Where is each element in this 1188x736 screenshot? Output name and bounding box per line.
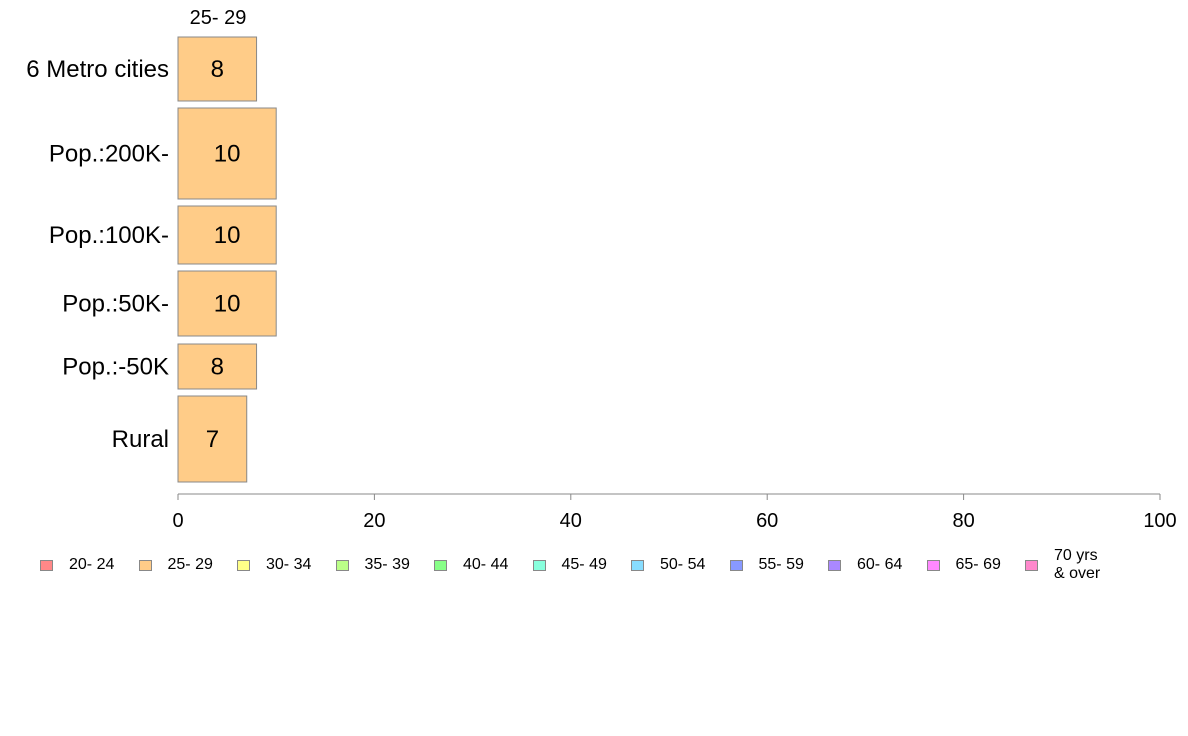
- bar-chart: 25- 29 6 Metro cities 8 Pop.:200K- 10 Pop.:1…: [26, 7, 1176, 532]
- data-label: 10: [214, 141, 241, 168]
- data-label: 10: [214, 291, 241, 318]
- legend-label: 65- 69: [955, 556, 1001, 573]
- bar: [177, 395, 248, 483]
- legend-swatch: [237, 559, 250, 571]
- legend-swatch: [138, 559, 152, 571]
- data-label: 10: [214, 222, 241, 249]
- legend-label: 35- 39: [364, 556, 410, 573]
- legend-swatch: [434, 559, 447, 571]
- x-tick-label: 0: [172, 510, 183, 532]
- legend-label: 20- 24: [69, 556, 115, 573]
- legend-label: 45- 49: [561, 556, 607, 573]
- legend-label: 40- 44: [463, 556, 509, 573]
- data-label: 7: [206, 426, 219, 453]
- category-label: Pop.:-50K: [62, 354, 169, 381]
- legend-label: 50- 54: [660, 556, 706, 573]
- bar: [177, 343, 258, 390]
- bar: [177, 205, 277, 265]
- legend-swatch: [729, 559, 743, 571]
- legend-item: 55- 59: [729, 545, 804, 585]
- legend-label: 25- 29: [167, 556, 213, 573]
- legend-swatch: [40, 559, 53, 571]
- legend-swatch: [828, 559, 841, 571]
- x-tick-label: 40: [560, 510, 582, 532]
- bar: [177, 270, 277, 337]
- legend-item: 45- 49: [532, 545, 607, 585]
- x-tick-label: 80: [952, 510, 974, 532]
- legend-item: 65- 69: [926, 545, 1001, 585]
- legend-swatch: [335, 559, 349, 571]
- x-tick-label: 60: [756, 510, 778, 532]
- legend-item: 25- 29: [138, 545, 213, 585]
- legend-swatch: [631, 559, 644, 571]
- legend-item: 40- 44: [434, 545, 508, 585]
- category-label: Rural: [112, 426, 169, 453]
- bar: [177, 36, 258, 102]
- legend-swatch: [1025, 559, 1038, 571]
- legend: 20- 24 25- 29 30- 34 35- 39 40- 44 45- 49 50- …: [40, 545, 1160, 585]
- legend-swatch: [532, 559, 546, 571]
- series-header: 25- 29: [190, 7, 247, 29]
- legend-item: 60- 64: [828, 545, 902, 585]
- bar: [177, 107, 277, 200]
- data-label: 8: [211, 354, 224, 381]
- legend-label: 60- 64: [857, 556, 903, 573]
- x-tick-label: 20: [363, 510, 385, 532]
- legend-item: 70 yrs & over: [1025, 545, 1100, 585]
- category-label: Pop.:100K-: [49, 222, 169, 249]
- legend-item: 35- 39: [335, 545, 410, 585]
- legend-label: 55- 59: [758, 556, 804, 573]
- legend-item: 20- 24: [40, 545, 114, 585]
- x-tick-label: 100: [1143, 510, 1176, 532]
- legend-label: 30- 34: [266, 556, 312, 573]
- data-label: 8: [211, 56, 224, 83]
- legend-item: 50- 54: [631, 545, 705, 585]
- legend-label: 70 yrs & over: [1054, 547, 1101, 582]
- category-label: 6 Metro cities: [26, 56, 169, 83]
- category-label: Pop.:50K-: [62, 291, 169, 318]
- legend-item: 30- 34: [237, 545, 311, 585]
- category-label: Pop.:200K-: [49, 141, 169, 168]
- legend-swatch: [926, 559, 940, 571]
